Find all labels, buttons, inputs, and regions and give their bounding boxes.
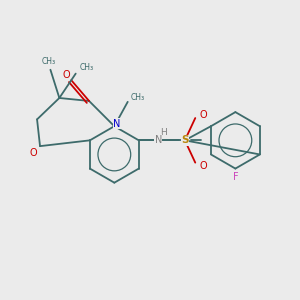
Text: H: H bbox=[160, 128, 167, 136]
Text: S: S bbox=[181, 135, 189, 145]
Text: CH₃: CH₃ bbox=[80, 63, 94, 72]
Text: N: N bbox=[113, 119, 120, 129]
Text: O: O bbox=[30, 148, 37, 158]
Text: N: N bbox=[154, 135, 162, 145]
Text: O: O bbox=[200, 160, 207, 171]
Text: CH₃: CH₃ bbox=[130, 93, 144, 102]
Text: O: O bbox=[62, 70, 70, 80]
Text: CH₃: CH₃ bbox=[42, 57, 56, 66]
Text: F: F bbox=[232, 172, 238, 182]
Text: O: O bbox=[200, 110, 207, 120]
